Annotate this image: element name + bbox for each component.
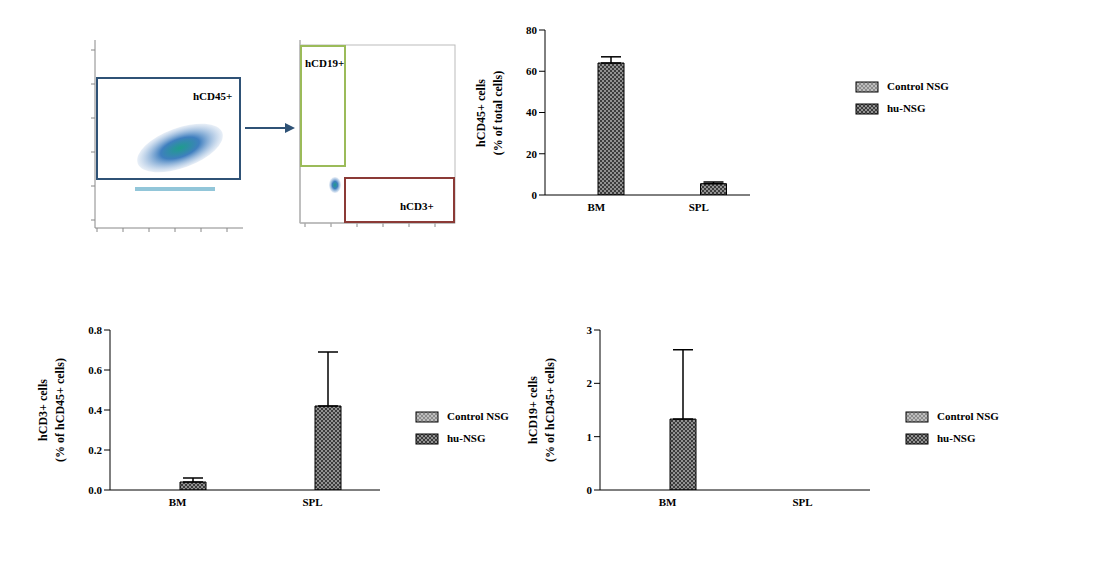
svg-text:80: 80	[526, 24, 538, 36]
svg-text:0.2: 0.2	[88, 444, 102, 456]
html-text:hu-NSG: hu-NSG	[937, 432, 976, 444]
html-text:(% of total cells): (% of total cells)	[491, 70, 505, 155]
svg-text:hCD45+: hCD45+	[193, 90, 232, 102]
html-text:hCD3+ cells: hCD3+ cells	[36, 379, 50, 441]
svg-text:2: 2	[587, 377, 593, 389]
svg-text:SPL: SPL	[302, 496, 322, 508]
svg-text:hCD3+: hCD3+	[400, 200, 434, 212]
svg-text:SPL: SPL	[792, 496, 812, 508]
svg-text:0.8: 0.8	[88, 324, 102, 336]
html-text:hu-NSG: hu-NSG	[887, 102, 926, 114]
svg-text:BM: BM	[587, 201, 605, 213]
html-text:Control NSG: Control NSG	[887, 80, 949, 92]
html-text:(% of hCD45+ cells): (% of hCD45+ cells)	[543, 358, 557, 462]
html-text:hCD45+ cells: hCD45+ cells	[474, 78, 488, 147]
html-text:hCD19+ cells: hCD19+ cells	[526, 376, 540, 444]
svg-text:0: 0	[532, 189, 538, 201]
svg-text:0.6: 0.6	[88, 364, 102, 376]
svg-text:20: 20	[526, 148, 538, 160]
html-text:Control NSG: Control NSG	[937, 410, 999, 422]
svg-text:1: 1	[587, 431, 593, 443]
svg-text:BM: BM	[659, 496, 677, 508]
svg-text:BM: BM	[169, 496, 187, 508]
svg-text:hCD19+: hCD19+	[305, 57, 344, 69]
svg-text:0.4: 0.4	[88, 404, 102, 416]
svg-text:60: 60	[526, 65, 538, 77]
html-text:(% of hCD45+ cells): (% of hCD45+ cells)	[53, 358, 67, 462]
svg-text:40: 40	[526, 106, 538, 118]
html-text:Control NSG: Control NSG	[447, 410, 509, 422]
svg-text:SPL: SPL	[689, 201, 709, 213]
svg-text:3: 3	[587, 324, 593, 336]
svg-text:0: 0	[587, 484, 593, 496]
html-text:hu-NSG: hu-NSG	[447, 432, 486, 444]
svg-text:0.0: 0.0	[88, 484, 102, 496]
